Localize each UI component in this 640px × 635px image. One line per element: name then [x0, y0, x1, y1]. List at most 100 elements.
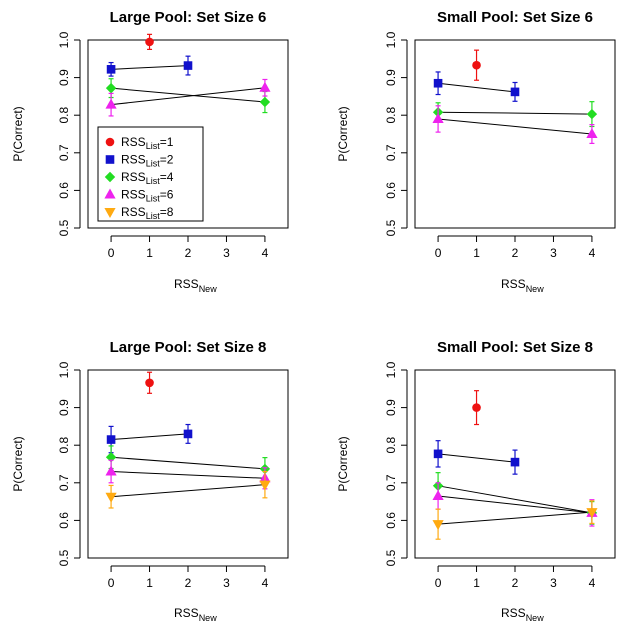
- y-tick-label: 0.5: [384, 219, 398, 236]
- panel-title: Large Pool: Set Size 6: [110, 9, 267, 26]
- x-tick-label: 3: [550, 246, 557, 260]
- data-point-rss-list-8: [586, 508, 598, 519]
- chart-panel-2: Small Pool: Set Size 6 0 1 2 3 4 0.5 0.6 0.7 0.8 0…: [336, 9, 616, 294]
- y-axis-label: P(Correct): [11, 436, 25, 491]
- series-line: [111, 433, 189, 441]
- legend-entry-subscript: List: [146, 159, 161, 169]
- y-tick-label: 0.5: [57, 219, 71, 236]
- series-line: [438, 111, 592, 115]
- x-tick-label: 1: [473, 576, 480, 590]
- series-line: [111, 484, 265, 498]
- x-tick-label: 4: [262, 246, 269, 260]
- data-point-rss-list-8: [432, 520, 444, 531]
- x-axis-label-main: RSS: [174, 277, 199, 291]
- x-axis-label-subscript: New: [526, 284, 545, 294]
- x-axis-label-main: RSS: [501, 606, 526, 620]
- plot-frame: [87, 369, 289, 559]
- data-point-rss-list-2: [510, 457, 520, 467]
- y-tick-label: 0.8: [384, 107, 398, 124]
- data-point-rss-list-6: [432, 112, 444, 123]
- legend-entry-subscript: List: [146, 194, 161, 204]
- y-tick-label: 0.7: [57, 474, 71, 491]
- legend-entry-label: RSS: [121, 170, 146, 184]
- y-tick-label: 0.9: [384, 399, 398, 416]
- x-tick-label: 0: [108, 246, 115, 260]
- y-tick-label: 0.9: [57, 399, 71, 416]
- data-point-rss-list-2: [106, 435, 116, 444]
- data-point-rss-list-6: [259, 81, 271, 92]
- data-point-rss-list-4: [586, 108, 598, 120]
- series-line: [111, 87, 265, 103]
- x-tick-label: 2: [512, 576, 519, 590]
- x-tick-label: 2: [185, 246, 192, 260]
- legend-marker: [104, 171, 116, 183]
- legend-entry-suffix: =6: [160, 188, 174, 202]
- x-tick-label: 4: [589, 246, 596, 260]
- x-tick-label: 0: [108, 576, 115, 590]
- data-point-rss-list-2: [433, 449, 443, 459]
- series-line: [438, 511, 592, 525]
- data-point-rss-list-2: [510, 87, 520, 97]
- x-tick-label: 3: [550, 576, 557, 590]
- y-tick-label: 0.6: [57, 182, 71, 199]
- x-tick-label: 2: [185, 576, 192, 590]
- data-point-rss-list-2: [183, 429, 193, 439]
- legend-marker: [104, 188, 116, 199]
- legend-box: [97, 126, 204, 222]
- y-tick-label: 0.6: [384, 512, 398, 529]
- data-point-rss-list-6: [432, 489, 444, 500]
- data-point-rss-list-1: [145, 378, 154, 388]
- plot-frame: [87, 39, 289, 229]
- data-point-rss-list-6: [105, 465, 117, 476]
- series-line: [438, 82, 516, 93]
- data-point-rss-list-1: [472, 60, 481, 70]
- x-axis-label-subscript: New: [199, 613, 218, 623]
- legend-entry: RSSList=4: [121, 170, 174, 186]
- x-tick-label: 1: [146, 246, 153, 260]
- x-axis-label: RSSNew: [174, 606, 217, 623]
- legend-entry-subscript: List: [146, 211, 161, 221]
- data-point-rss-list-6: [105, 98, 117, 109]
- y-tick-label: 0.6: [384, 182, 398, 199]
- x-tick-label: 4: [262, 576, 269, 590]
- y-tick-label: 0.9: [57, 69, 71, 86]
- y-tick-label: 1.0: [384, 361, 398, 378]
- legend-marker: [105, 155, 115, 164]
- x-tick-label: 3: [223, 246, 230, 260]
- legend-entry: RSSList=8: [121, 205, 174, 221]
- data-point-rss-list-1: [145, 37, 154, 47]
- x-axis-label: RSSNew: [174, 277, 217, 294]
- data-point-rss-list-6: [586, 128, 598, 138]
- plot-frame: [414, 39, 616, 229]
- y-axis-label: P(Correct): [336, 436, 350, 491]
- plot-frame: [414, 369, 616, 559]
- panel-title: Small Pool: Set Size 6: [437, 9, 593, 26]
- legend-entry-label: RSS: [121, 135, 146, 149]
- legend-entry: RSSList=2: [121, 153, 174, 169]
- series-line: [111, 87, 265, 106]
- data-point-rss-list-1: [472, 403, 481, 412]
- panel-title: Large Pool: Set Size 8: [110, 339, 267, 356]
- legend-entry-subscript: List: [146, 141, 161, 151]
- x-tick-label: 0: [435, 246, 442, 260]
- series-line: [438, 453, 516, 463]
- data-point-rss-list-2: [183, 61, 193, 70]
- chart-panel-1: Large Pool: Set Size 6 0 1 2 3 4 0.5 0.6 0.7 0.8 0…: [11, 9, 289, 294]
- y-axis-label: P(Correct): [336, 106, 350, 161]
- y-tick-label: 0.5: [57, 549, 71, 566]
- y-tick-label: 1.0: [57, 361, 71, 378]
- legend: RSSList=1RSSList=2RSSList=4RSSList=6RSSL…: [97, 126, 204, 222]
- legend-entry-label: RSS: [121, 205, 146, 219]
- legend-entry-label: RSS: [121, 188, 146, 202]
- x-axis-label-main: RSS: [501, 277, 526, 291]
- series-line: [111, 471, 265, 479]
- data-point-rss-list-8: [105, 492, 117, 503]
- legend-entry-suffix: =1: [160, 135, 174, 149]
- x-tick-label: 3: [223, 576, 230, 590]
- legend-entry-suffix: =4: [160, 170, 174, 184]
- panel-title: Small Pool: Set Size 8: [437, 339, 593, 356]
- legend-entry-label: RSS: [121, 153, 146, 167]
- data-point-rss-list-4: [259, 96, 271, 108]
